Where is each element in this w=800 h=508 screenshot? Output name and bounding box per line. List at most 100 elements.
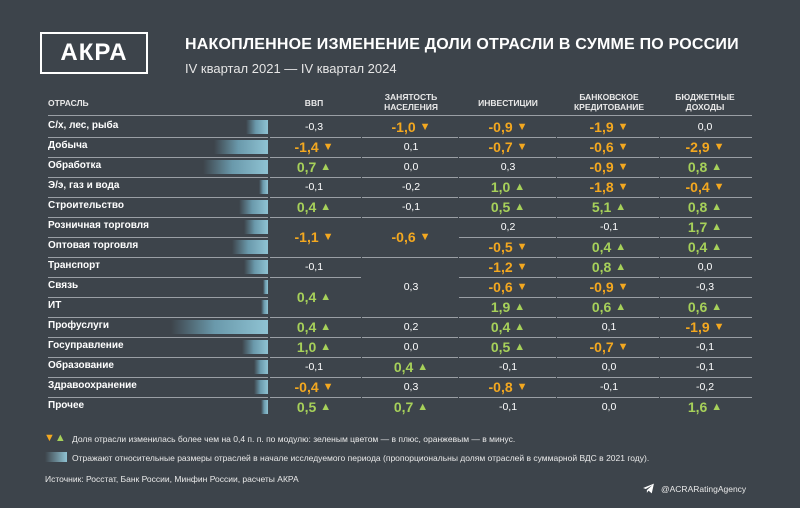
down-arrow-icon: ▼ [617,141,629,153]
up-arrow-icon: ▲ [711,201,723,213]
value-text: 0,3 [403,381,419,393]
up-arrow-icon: ▲ [615,241,627,253]
row-separator [660,357,752,358]
value-text: -2,9 [685,139,710,155]
value-cell: -0,1 [305,361,323,373]
row-separator [557,357,659,358]
value-cell: -0,5 ▼ [488,239,527,255]
up-arrow-icon: ▲ [711,241,723,253]
row-separator [459,237,556,238]
row-separator [362,177,458,178]
legend-bar-text: Отражают относительные размеры отраслей … [72,453,650,463]
value-cell: -0,6 ▼ [589,139,628,155]
row-separator [48,137,268,138]
h-bank-line-1: БАНКОВСКОЕ [579,92,639,102]
value-text: -1,9 [685,319,710,335]
up-arrow-icon: ▲ [615,261,627,273]
telegram-handle[interactable]: @ACRARatingAgency [661,484,747,494]
value-cell: 0,3 [501,161,516,173]
row-separator [459,337,556,338]
value-cell: 0,3 [404,281,419,293]
value-text: -0,1 [695,341,715,353]
row-separator [459,217,556,218]
row-separator [362,257,458,258]
row-separator [459,297,556,298]
value-text: -0,2 [695,381,715,393]
up-arrow-icon: ▲ [320,321,332,333]
value-cell: 0,0 [602,401,617,413]
value-text: -0,6 [391,229,416,245]
up-arrow-icon: ▲ [615,301,627,313]
row-separator [48,397,268,398]
row-separator [660,177,752,178]
value-cell: -1,8 ▼ [589,179,628,195]
legend-arrows-text: Доля отрасли изменилась более чем на 0,4… [72,434,516,444]
row-separator [557,277,659,278]
value-cell: -0,1 [696,361,714,373]
value-cell: 0,8 ▲ [688,159,722,175]
row-separator [557,237,659,238]
value-text: 0,0 [601,361,617,373]
value-cell: 0,4 ▲ [394,359,428,375]
down-arrow-icon: ▼ [516,261,528,273]
value-text: -1,4 [294,139,319,155]
sector-size-bar [259,180,268,194]
value-cell: -0,1 [600,221,618,233]
value-text: 0,1 [601,321,617,333]
row-separator [459,137,556,138]
up-arrow-icon: ▲ [711,301,723,313]
row-separator [557,337,659,338]
value-text: 0,8 [687,199,708,215]
down-arrow-icon: ▼ [516,141,528,153]
value-cell: 0,0 [404,341,419,353]
sector-size-bar [254,360,268,374]
row-separator [459,257,556,258]
value-text: -0,9 [488,119,513,135]
row-separator [557,397,659,398]
page-subtitle: IV квартал 2021 — IV квартал 2024 [185,61,397,76]
down-arrow-icon: ▼ [322,141,334,153]
value-text: 1,0 [296,339,317,355]
row-separator [459,357,556,358]
down-arrow-icon: ▼ [713,141,725,153]
value-cell: -1,1 ▼ [294,229,333,245]
row-separator [48,237,268,238]
value-cell: -2,9 ▼ [685,139,724,155]
value-cell: -0,1 [600,381,618,393]
value-text: 0,6 [591,299,612,315]
row-separator [660,377,752,378]
row-separator [557,257,659,258]
row-separator [48,257,268,258]
row-separator [459,197,556,198]
row-label: С/х, лес, рыба [48,120,119,131]
value-text: 0,7 [296,159,317,175]
value-cell: 0,2 [404,321,419,333]
value-cell: 0,2 [501,221,516,233]
value-text: 0,3 [500,161,516,173]
value-text: -0,6 [589,139,614,155]
sector-size-bar [246,120,268,134]
row-label: Добыча [48,140,88,151]
header-bank-lending: БАНКОВСКОЕ КРЕДИТОВАНИЕ [574,92,644,113]
row-separator [362,357,458,358]
down-arrow-icon: ▼ [419,121,431,133]
down-arrow-icon: ▼ [617,161,629,173]
value-text: 0,5 [490,199,511,215]
value-cell: -1,9 ▼ [685,319,724,335]
value-text: 0,4 [296,319,317,335]
value-text: 0,4 [296,289,317,305]
value-cell: 1,0 ▲ [491,179,525,195]
value-cell: 0,0 [404,161,419,173]
value-text: 0,2 [403,321,419,333]
value-cell: 0,4 ▲ [297,289,331,305]
row-label: Транспорт [48,260,101,271]
h-budget-line-2: ДОХОДЫ [685,101,725,112]
value-text: 0,4 [296,199,317,215]
row-separator [48,297,268,298]
page-title: НАКОПЛЕННОЕ ИЗМЕНЕНИЕ ДОЛИ ОТРАСЛИ В СУМ… [185,36,739,53]
value-cell: -0,4 ▼ [294,379,333,395]
row-separator [557,317,659,318]
value-text: 0,0 [601,401,617,413]
value-text: -0,2 [401,181,421,193]
header-sector: ОТРАСЛЬ [48,98,89,108]
